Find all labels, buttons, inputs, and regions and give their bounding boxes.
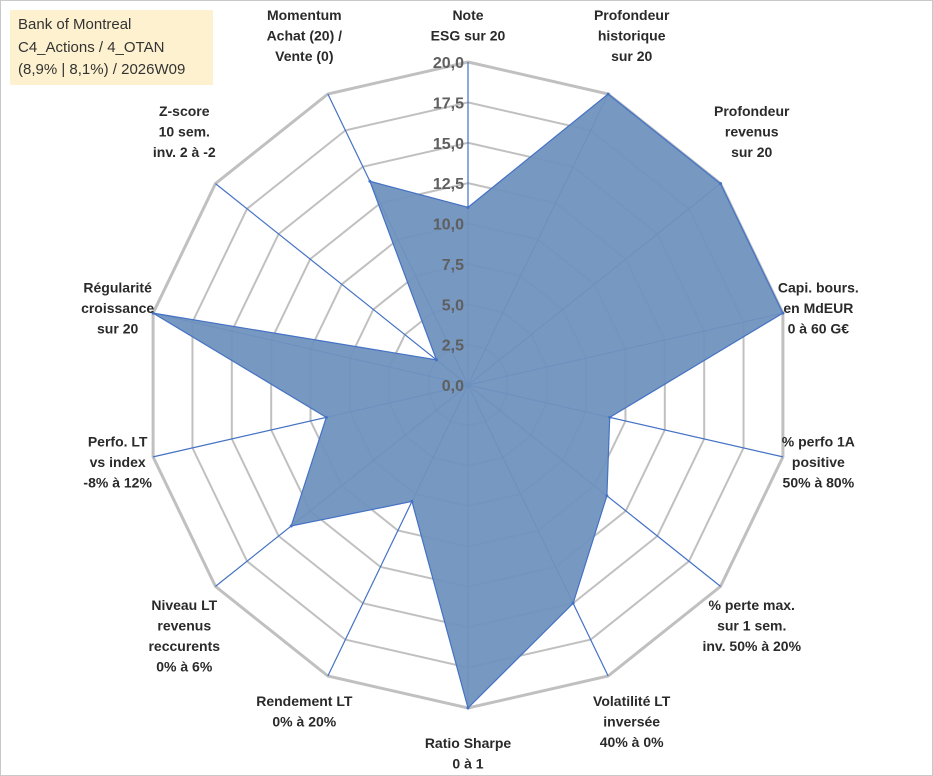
axis-label-line: 40% à 0% xyxy=(600,734,664,750)
data-point xyxy=(608,415,612,419)
axis-label-line: Volatilité LT xyxy=(593,693,671,709)
axis-label-line: reccurents xyxy=(148,638,220,654)
axis-label-line: Vente (0) xyxy=(275,48,333,64)
axis-label-line: revenus xyxy=(725,123,779,139)
data-point xyxy=(289,524,293,528)
axis-label-line: Rendement LT xyxy=(256,693,353,709)
data-point xyxy=(781,311,785,315)
axis-label: Z-score 10 sem. inv. 2 à -2 xyxy=(153,103,216,160)
axis-label: Note ESG sur 20 xyxy=(431,7,506,44)
axis-label: Régularité croissance sur 20 xyxy=(81,280,154,337)
tick-label: 7,5 xyxy=(442,257,464,274)
axis-label: Perfo. LT vs index -8% à 12% xyxy=(83,433,152,490)
axis-label-line: Capi. bours. xyxy=(778,280,859,296)
axis-label-line: inversée xyxy=(603,713,660,729)
axis-label-line: inv. 2 à -2 xyxy=(153,144,216,160)
info-period: (8,9% | 8,1%) / 2026W09 xyxy=(18,61,186,78)
axis-label: % perfo 1A positive 50% à 80% xyxy=(782,433,855,490)
tick-label: 0,0 xyxy=(442,378,464,395)
axis-label-line: Ratio Sharpe xyxy=(425,735,512,751)
tick-label: 12,5 xyxy=(433,176,464,193)
axis-label-line: ESG sur 20 xyxy=(431,28,506,44)
axis-label-line: en MdEUR xyxy=(783,300,853,316)
tick-label: 10,0 xyxy=(433,217,464,234)
data-point xyxy=(605,494,609,498)
data-point xyxy=(466,706,470,710)
axis-label-line: 0% à 6% xyxy=(156,659,213,675)
axis-label-line: Profondeur xyxy=(594,7,670,23)
data-point xyxy=(368,179,372,183)
info-box: Bank of Montreal C4_Actions / 4_OTAN (8,… xyxy=(10,10,213,85)
data-point xyxy=(719,182,723,186)
axis-label-line: Perfo. LT xyxy=(88,433,148,449)
axis-label-line: Niveau LT xyxy=(151,597,217,613)
radial-tick-labels: 0,0 2,5 5,0 7,5 10,0 12,5 15,0 17,5 20,0 xyxy=(433,55,464,395)
axis-label: % perte max. sur 1 sem. inv. 50% à 20% xyxy=(702,597,801,654)
axis-label-line: sur 20 xyxy=(97,321,138,337)
axis-label: Rendement LT 0% à 20% xyxy=(256,693,353,730)
data-point xyxy=(151,311,155,315)
axis-label-line: Régularité xyxy=(83,280,152,296)
axis-label-line: 10 sem. xyxy=(159,123,210,139)
data-point xyxy=(324,415,328,419)
data-point xyxy=(434,358,438,362)
axis-label-line: Momentum xyxy=(267,7,342,23)
axis-labels: Note ESG sur 20 Profondeur historique sur 20… xyxy=(81,7,859,772)
radar-series xyxy=(151,92,785,710)
tick-label: 5,0 xyxy=(442,297,464,314)
axis-label-line: -8% à 12% xyxy=(83,474,152,490)
axis-label: Ratio Sharpe 0 à 1 xyxy=(425,735,512,772)
axis-label-line: 0% à 20% xyxy=(272,713,336,729)
info-category: C4_Actions / 4_OTAN xyxy=(18,38,165,56)
axis-label-line: vs index xyxy=(90,454,146,470)
axis-label: Niveau LT revenus reccurents 0% à 6% xyxy=(148,597,220,675)
axis-label-line: 0 à 60 G€ xyxy=(788,321,850,337)
axis-spoke xyxy=(215,183,469,386)
data-point xyxy=(606,92,610,96)
axis-label: Capi. bours. en MdEUR 0 à 60 G€ xyxy=(778,280,859,337)
data-point xyxy=(571,601,575,605)
axis-label-line: Z-score xyxy=(159,103,210,119)
axis-label-line: % perte max. xyxy=(709,597,795,613)
axis-label-line: revenus xyxy=(157,618,211,634)
axis-label-line: Note xyxy=(452,7,483,23)
axis-label-line: croissance xyxy=(81,300,154,316)
axis-label-line: positive xyxy=(792,454,845,470)
axis-label: Profondeur historique sur 20 xyxy=(594,7,670,64)
info-company: Bank of Montreal xyxy=(18,16,132,33)
axis-label: Volatilité LT inversée 40% à 0% xyxy=(593,693,671,750)
tick-label: 2,5 xyxy=(442,338,464,355)
axis-label-line: Profondeur xyxy=(714,103,790,119)
axis-label-line: % perfo 1A xyxy=(782,433,855,449)
tick-label: 17,5 xyxy=(433,95,464,112)
tick-label: 15,0 xyxy=(433,136,464,153)
axis-label-line: inv. 50% à 20% xyxy=(702,638,801,654)
axis-label-line: 50% à 80% xyxy=(783,474,855,490)
axis-label-line: sur 1 sem. xyxy=(717,618,786,634)
axis-label-line: sur 20 xyxy=(731,144,772,160)
axis-label: Profondeur revenus sur 20 xyxy=(714,103,790,160)
data-point xyxy=(410,499,414,503)
axis-label: Momentum Achat (20) / Vente (0) xyxy=(267,7,343,64)
axis-label-line: sur 20 xyxy=(611,48,652,64)
axis-label-line: 0 à 1 xyxy=(452,756,483,772)
axis-label-line: Achat (20) / xyxy=(267,28,343,44)
axis-label-line: historique xyxy=(598,28,666,44)
tick-label: 20,0 xyxy=(433,55,464,72)
data-point xyxy=(466,205,470,209)
